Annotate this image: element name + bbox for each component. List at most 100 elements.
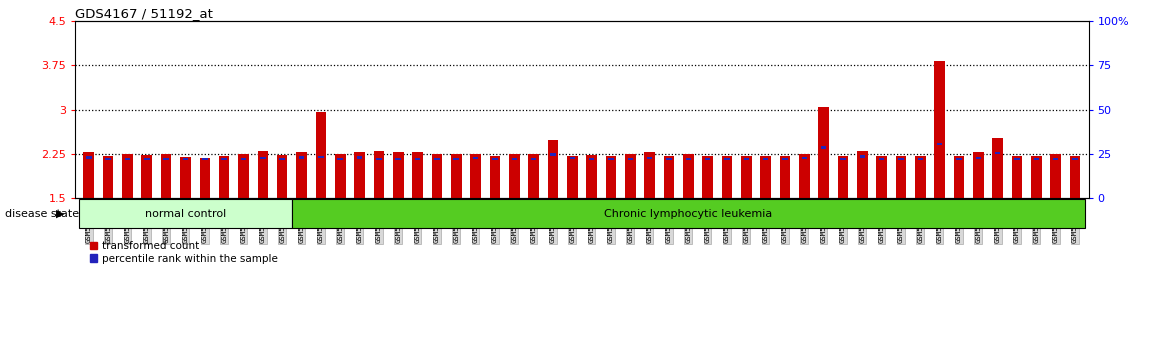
Bar xyxy=(625,154,636,198)
Bar xyxy=(315,112,327,198)
Bar xyxy=(841,158,845,160)
Bar xyxy=(957,158,961,160)
Bar xyxy=(125,158,130,160)
Bar xyxy=(354,152,365,198)
Bar xyxy=(296,152,307,198)
Bar xyxy=(337,158,343,160)
Bar xyxy=(819,107,829,198)
Bar xyxy=(181,157,191,198)
Bar xyxy=(915,156,925,198)
Legend: transformed count, percentile rank within the sample: transformed count, percentile rank withi… xyxy=(90,241,278,264)
Bar xyxy=(782,158,787,160)
Bar xyxy=(664,156,674,198)
Bar xyxy=(221,158,227,160)
Bar xyxy=(1034,158,1039,160)
Bar xyxy=(686,158,691,160)
Bar xyxy=(1031,156,1042,198)
Bar xyxy=(374,151,384,198)
Bar xyxy=(183,158,189,160)
Bar xyxy=(144,158,149,160)
Bar xyxy=(548,141,558,198)
Bar xyxy=(589,158,594,160)
Bar xyxy=(1014,158,1020,160)
Bar xyxy=(1070,156,1080,198)
Bar xyxy=(975,157,981,159)
Bar xyxy=(299,156,305,159)
Bar xyxy=(530,158,536,160)
Bar xyxy=(432,154,442,198)
Bar xyxy=(608,158,614,160)
Bar xyxy=(122,154,133,198)
Bar xyxy=(415,158,420,160)
Bar xyxy=(702,156,713,198)
Bar xyxy=(512,158,516,160)
Bar xyxy=(103,156,113,198)
Text: GDS4167 / 51192_at: GDS4167 / 51192_at xyxy=(75,7,213,20)
Bar xyxy=(492,158,498,160)
Bar xyxy=(1050,154,1061,198)
Bar xyxy=(472,157,478,159)
Bar xyxy=(1072,158,1078,160)
Bar xyxy=(821,146,827,149)
Bar xyxy=(141,155,152,198)
Bar xyxy=(203,158,207,160)
Bar xyxy=(335,154,345,198)
Text: Chronic lymphocytic leukemia: Chronic lymphocytic leukemia xyxy=(604,209,772,219)
Bar xyxy=(105,158,111,160)
Bar xyxy=(279,158,285,160)
Bar xyxy=(935,61,945,198)
Bar xyxy=(396,158,401,160)
Bar xyxy=(261,157,265,159)
Text: ▶: ▶ xyxy=(57,209,65,219)
Bar xyxy=(570,157,574,159)
Bar xyxy=(454,158,459,160)
Bar xyxy=(393,152,403,198)
Bar xyxy=(508,154,520,198)
Bar xyxy=(1012,156,1023,198)
Bar xyxy=(550,153,556,156)
Bar xyxy=(683,154,694,198)
Bar xyxy=(163,158,169,160)
Bar xyxy=(721,156,732,198)
Bar xyxy=(219,156,229,198)
Bar xyxy=(490,156,500,198)
Bar xyxy=(954,156,965,198)
Text: disease state: disease state xyxy=(5,209,79,219)
Bar xyxy=(376,158,382,160)
Bar xyxy=(837,156,849,198)
Bar xyxy=(161,154,171,198)
Bar xyxy=(450,154,462,198)
Bar xyxy=(917,158,923,160)
Bar xyxy=(644,152,655,198)
Bar xyxy=(741,156,752,198)
Bar xyxy=(705,158,710,160)
Bar xyxy=(779,156,790,198)
Bar xyxy=(241,158,247,160)
Bar xyxy=(83,152,94,198)
Text: normal control: normal control xyxy=(145,209,226,219)
Bar xyxy=(899,158,903,160)
Bar xyxy=(528,154,538,198)
Bar xyxy=(724,158,730,160)
Bar xyxy=(879,158,885,160)
Bar xyxy=(586,155,596,198)
Bar xyxy=(799,154,809,198)
Bar xyxy=(763,158,768,160)
Bar xyxy=(973,152,983,198)
Bar xyxy=(859,155,865,158)
Bar xyxy=(470,154,481,198)
Bar xyxy=(647,157,652,159)
Bar xyxy=(434,158,440,160)
Bar xyxy=(412,152,423,198)
Bar xyxy=(801,157,807,159)
Bar xyxy=(606,156,616,198)
Bar xyxy=(1053,158,1058,160)
Bar xyxy=(937,143,943,145)
Bar xyxy=(239,154,249,198)
Bar xyxy=(257,151,269,198)
Bar xyxy=(666,158,672,160)
Bar xyxy=(199,158,210,198)
Bar xyxy=(357,156,362,159)
Bar xyxy=(86,156,91,159)
Bar xyxy=(895,156,907,198)
